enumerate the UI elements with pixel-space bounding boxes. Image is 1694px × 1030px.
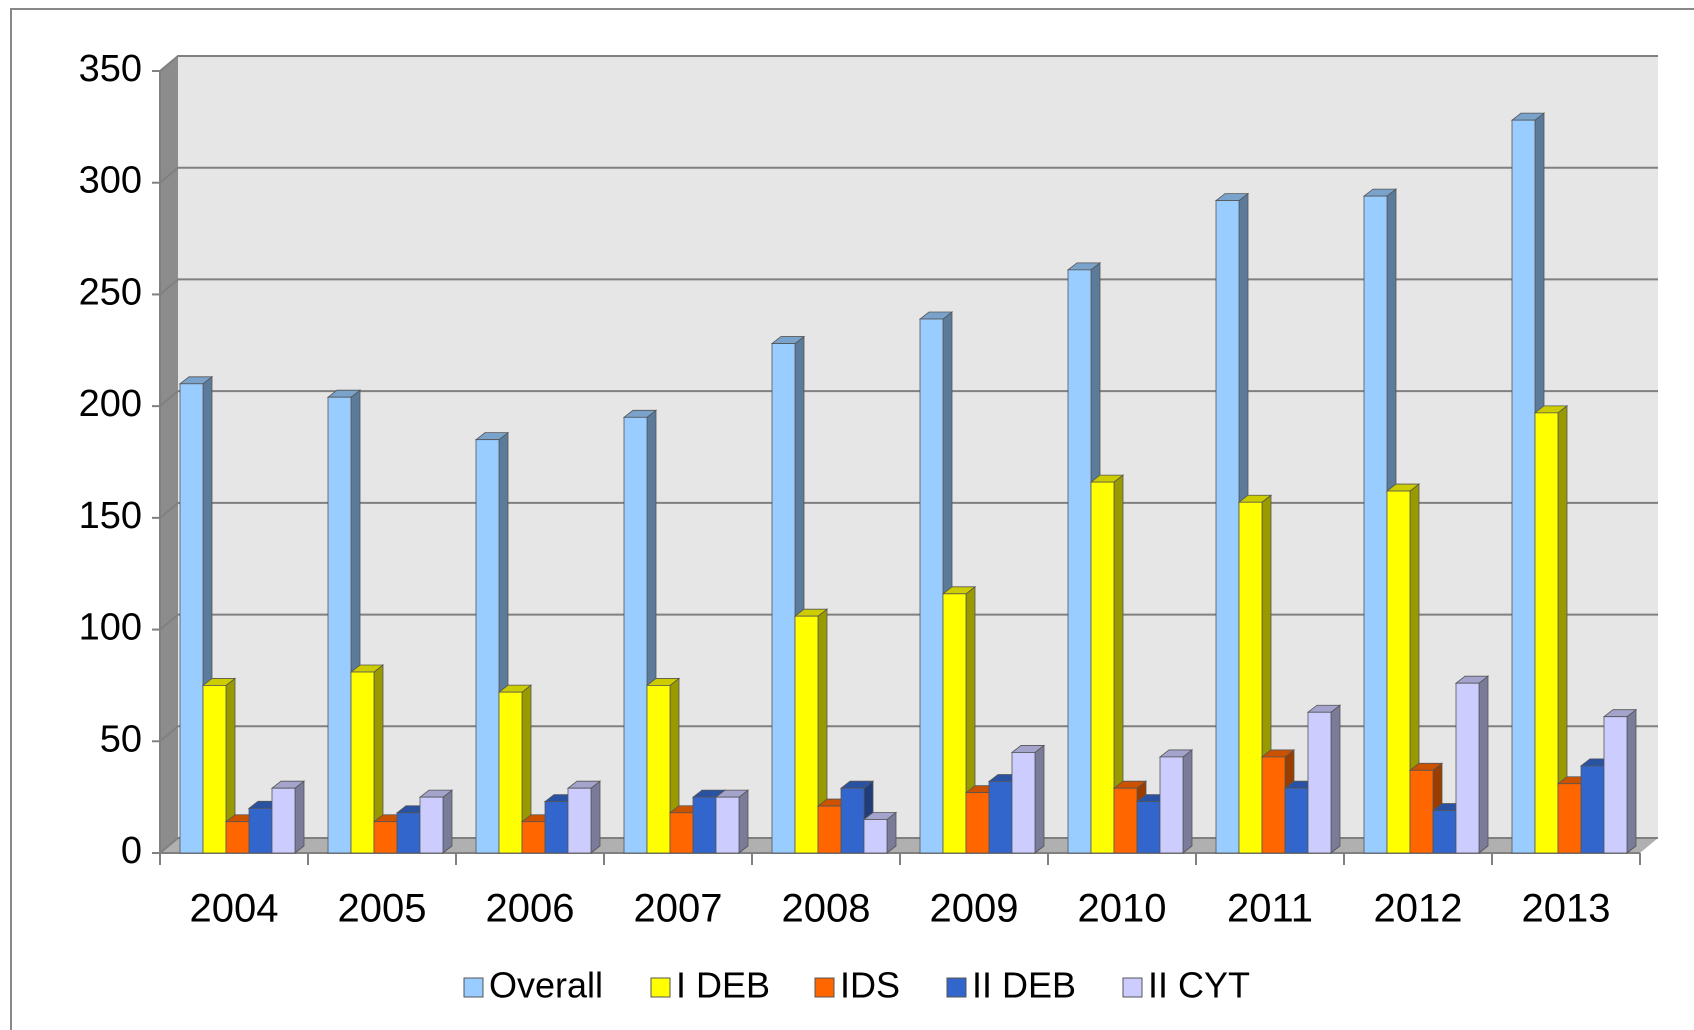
bar xyxy=(327,396,352,854)
back-wall xyxy=(178,56,1658,838)
bar xyxy=(419,796,444,854)
legend-swatch xyxy=(1122,977,1143,998)
y-tick-label: 250 xyxy=(79,271,142,313)
y-tick-label: 150 xyxy=(79,495,142,537)
bar xyxy=(1067,269,1092,854)
bar-side xyxy=(738,789,749,854)
bar xyxy=(1238,501,1263,854)
y-tick-label: 350 xyxy=(79,48,142,90)
bar xyxy=(1386,490,1411,854)
grid-line xyxy=(159,166,1658,184)
bar xyxy=(646,685,671,854)
grid-line xyxy=(159,55,1658,72)
bar xyxy=(1011,752,1036,854)
bar xyxy=(1511,119,1536,854)
legend-label: II CYT xyxy=(1148,965,1250,1006)
x-tick-label: 2005 xyxy=(338,887,427,931)
bar xyxy=(623,416,648,854)
bar xyxy=(1534,412,1559,854)
bar xyxy=(1363,195,1388,854)
bar xyxy=(350,671,375,854)
legend-label: IDS xyxy=(840,965,900,1006)
bar xyxy=(498,691,523,854)
bar-side xyxy=(1330,704,1341,854)
bar xyxy=(396,812,421,854)
legend-label: II DEB xyxy=(972,965,1076,1006)
legend-swatch xyxy=(463,977,484,998)
grid-line xyxy=(159,725,1658,743)
bar xyxy=(1557,783,1582,854)
bar-side xyxy=(590,780,601,854)
y-tick-label: 200 xyxy=(79,383,142,425)
bar xyxy=(475,439,500,854)
bar-side xyxy=(1626,708,1637,854)
bar xyxy=(567,787,592,854)
y-tick-label: 100 xyxy=(79,607,142,649)
bar xyxy=(669,812,694,854)
grid-line xyxy=(159,390,1658,407)
bar xyxy=(794,615,819,854)
bar xyxy=(1432,810,1457,854)
bar-side xyxy=(1182,749,1193,854)
bar xyxy=(919,318,944,854)
bar xyxy=(521,821,546,854)
legend-swatch xyxy=(946,977,967,998)
bar-side xyxy=(1478,675,1489,854)
x-tick-label: 2012 xyxy=(1374,887,1463,931)
y-tick-label: 0 xyxy=(121,830,142,872)
bar xyxy=(248,807,273,854)
bar xyxy=(1409,769,1434,854)
y-tick-label: 50 xyxy=(100,718,142,760)
bar xyxy=(1307,711,1332,854)
bar xyxy=(1136,801,1161,854)
bar xyxy=(544,801,569,854)
x-tick-label: 2006 xyxy=(486,887,575,931)
bar xyxy=(692,796,717,854)
x-tick-label: 2007 xyxy=(634,887,723,931)
bar xyxy=(817,805,842,854)
legend-label: I DEB xyxy=(676,965,770,1006)
x-tick-label: 2010 xyxy=(1078,887,1167,931)
side-wall xyxy=(160,56,178,853)
bar xyxy=(179,383,204,854)
bar xyxy=(840,787,865,854)
bar xyxy=(1284,787,1309,854)
bar-side xyxy=(1034,744,1045,854)
x-tick-label: 2004 xyxy=(190,887,279,931)
bar xyxy=(271,787,296,854)
legend-swatch xyxy=(814,977,835,998)
bar xyxy=(1580,765,1605,854)
bar xyxy=(225,821,250,854)
legend-swatch xyxy=(650,977,671,998)
grid-line xyxy=(159,278,1658,296)
bar xyxy=(373,821,398,854)
bar xyxy=(715,796,740,854)
x-tick-label: 2008 xyxy=(782,887,871,931)
bar xyxy=(1215,200,1240,854)
bar xyxy=(1261,756,1286,854)
bar xyxy=(202,685,227,854)
bar xyxy=(988,781,1013,854)
legend-label: Overall xyxy=(489,965,603,1006)
bar xyxy=(1603,716,1628,854)
x-tick-label: 2011 xyxy=(1227,887,1313,931)
bar xyxy=(771,343,796,854)
y-tick-label: 300 xyxy=(79,160,142,202)
grid-line xyxy=(159,613,1658,631)
bar xyxy=(1113,787,1138,854)
x-tick-label: 2013 xyxy=(1522,887,1611,931)
bar-side xyxy=(294,780,305,854)
bar xyxy=(1455,682,1480,854)
bar xyxy=(1159,756,1184,854)
bar-side xyxy=(442,789,453,854)
grid-line xyxy=(159,501,1658,519)
bar xyxy=(863,819,888,854)
bar xyxy=(965,792,990,854)
x-tick-label: 2009 xyxy=(930,887,1019,931)
bar xyxy=(1090,481,1115,854)
bar xyxy=(942,593,967,854)
